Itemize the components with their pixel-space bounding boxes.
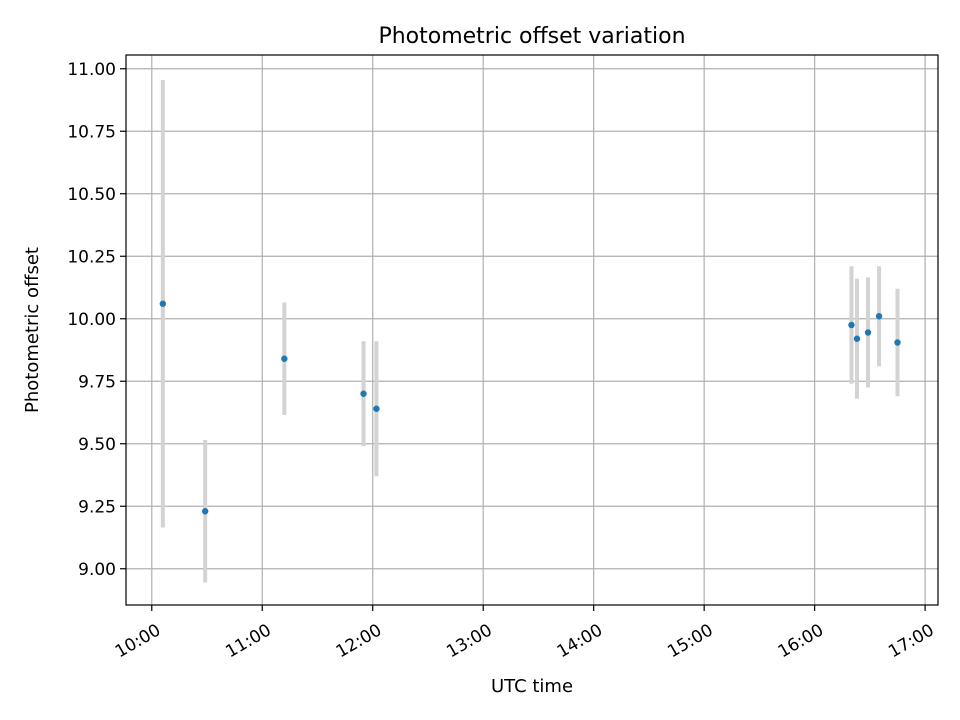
grid [126, 55, 938, 605]
y-tick-label: 10.25 [67, 247, 116, 267]
y-tick-label: 9.25 [78, 497, 116, 517]
data-point [848, 321, 855, 329]
x-tick-label: 11:00 [222, 620, 274, 662]
data-point [864, 329, 872, 336]
y-tick-label: 9.00 [78, 560, 116, 580]
data-point [281, 355, 288, 362]
data-point [360, 390, 367, 397]
y-tick-label: 9.75 [78, 372, 116, 392]
x-tick-label: 12:00 [333, 620, 385, 662]
x-tick-label: 13:00 [443, 620, 495, 662]
y-axis-label: Photometric offset [22, 247, 43, 413]
data-point [159, 300, 167, 307]
data-point [373, 405, 380, 412]
x-tick-label: 17:00 [885, 620, 937, 662]
y-tick-label: 9.50 [78, 435, 116, 455]
ticks: 10:00 11:00 12:00 13:00 14:00 15:00 16:00 17:00… [67, 60, 937, 662]
chart-title: Photometric offset variation [378, 24, 685, 49]
error-bars [160, 80, 900, 583]
y-tick-label: 11.00 [67, 60, 116, 80]
y-tick-label: 10.75 [67, 122, 116, 142]
x-tick-label: 10:00 [112, 620, 164, 662]
x-axis-label: UTC time [491, 676, 573, 697]
data-point [853, 335, 861, 342]
x-tick-label: 14:00 [554, 620, 606, 662]
data-point [201, 508, 209, 515]
y-tick-label: 10.00 [67, 310, 116, 330]
x-tick-label: 16:00 [775, 620, 827, 662]
plot-area-frame [125, 54, 939, 606]
data-point [894, 339, 901, 346]
data-points [159, 300, 901, 515]
x-tick-label: 15:00 [664, 620, 716, 662]
y-tick-label: 10.50 [67, 185, 116, 205]
data-point [875, 313, 883, 320]
